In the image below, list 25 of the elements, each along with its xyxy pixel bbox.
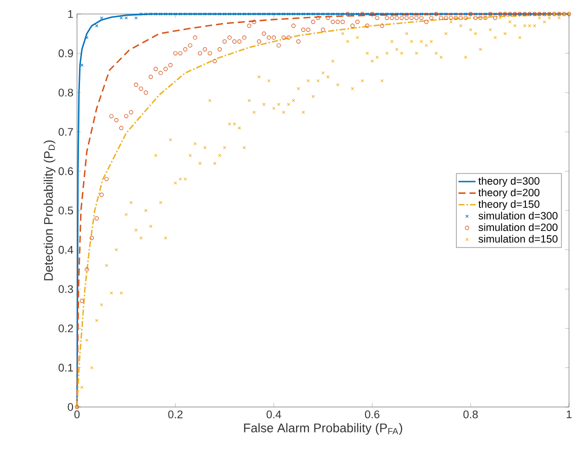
legend-label: theory d=150 <box>478 200 540 210</box>
y-axis-title: Detection Probability (P$_{D}$) <box>44 140 56 280</box>
x-tick-label: 0.2 <box>168 410 182 418</box>
y-tick-label: 0 <box>68 403 74 411</box>
y-tick-label: 0.1 <box>58 364 73 372</box>
x-tick-label: 0.6 <box>364 410 380 418</box>
y-tick-label: 0.9 <box>58 49 73 58</box>
y-tick-label: 0.8 <box>58 88 74 96</box>
legend-label: simulation d=300 <box>478 212 558 220</box>
y-tick-label: 0.5 <box>58 206 74 214</box>
legend-label: theory d=300 <box>478 176 540 187</box>
x-tick-label: 0.8 <box>463 410 478 418</box>
x-tick-label: 1 <box>566 410 572 418</box>
y-tick-label: 0.3 <box>58 285 74 293</box>
y-tick-label: 1 <box>68 10 73 18</box>
y-tick-label: 0.2 <box>58 324 73 332</box>
y-tick-label: 0.4 <box>58 246 74 254</box>
legend-label: simulation d=150 <box>478 234 558 243</box>
x-tick-label: 0 <box>74 410 80 418</box>
x-axis-title: False Alarm Probability (P$_{FA}$) <box>244 423 402 435</box>
y-tick-label: 0.7 <box>58 128 73 136</box>
legend-label: theory d=200 <box>478 188 540 198</box>
legend-label: simulation d=200 <box>478 223 558 232</box>
y-tick-label: 0.6 <box>58 167 74 176</box>
x-tick-label: 0.4 <box>266 410 282 418</box>
